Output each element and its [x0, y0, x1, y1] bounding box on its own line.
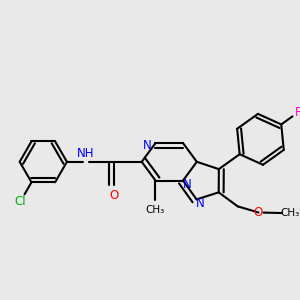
Text: N: N — [183, 178, 191, 191]
Text: O: O — [254, 206, 263, 219]
Text: N: N — [143, 139, 152, 152]
Text: CH₃: CH₃ — [146, 205, 165, 215]
Text: Cl: Cl — [15, 194, 26, 208]
Text: NH: NH — [77, 147, 94, 161]
Text: CH₃: CH₃ — [280, 208, 300, 218]
Text: O: O — [110, 189, 119, 202]
Text: N: N — [196, 197, 205, 210]
Text: F: F — [295, 106, 300, 119]
